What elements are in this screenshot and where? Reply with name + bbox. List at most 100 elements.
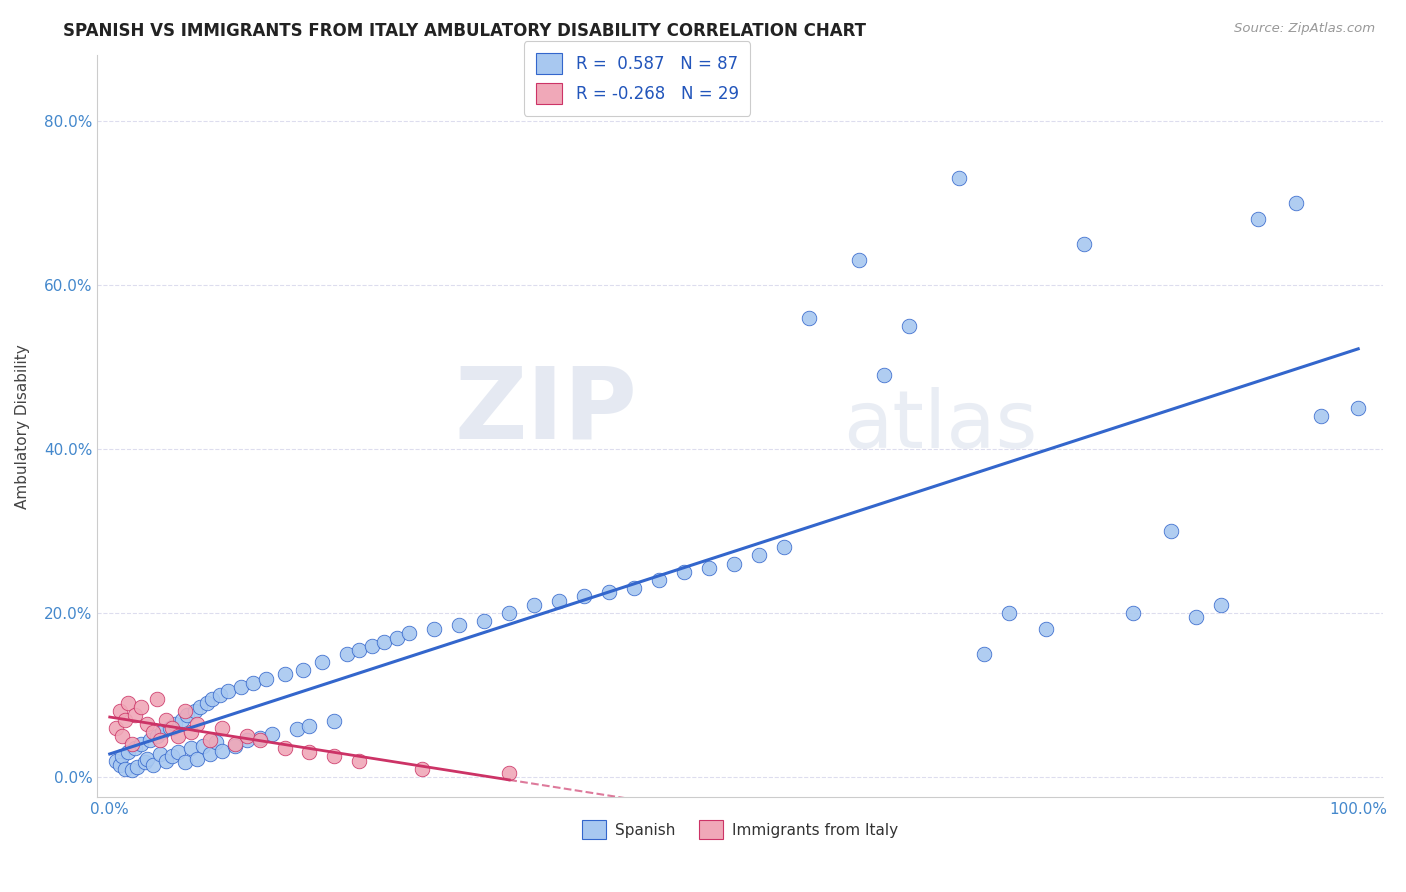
- Point: [180, 724, 202, 739]
- Point: [523, 598, 546, 612]
- Point: [598, 585, 620, 599]
- Point: [104, 721, 127, 735]
- Point: [1347, 401, 1369, 415]
- Point: [1073, 236, 1095, 251]
- Point: [129, 737, 152, 751]
- Point: [180, 741, 202, 756]
- Point: [111, 729, 134, 743]
- Point: [224, 737, 246, 751]
- Point: [198, 747, 221, 761]
- Point: [273, 741, 295, 756]
- Point: [136, 752, 159, 766]
- Point: [373, 634, 395, 648]
- Point: [648, 573, 671, 587]
- Point: [748, 549, 770, 563]
- Point: [155, 713, 177, 727]
- Point: [136, 716, 159, 731]
- Point: [548, 593, 571, 607]
- Point: [623, 582, 645, 596]
- Point: [398, 626, 420, 640]
- Point: [201, 692, 224, 706]
- Point: [349, 754, 371, 768]
- Point: [146, 729, 169, 743]
- Point: [723, 557, 745, 571]
- Point: [298, 719, 321, 733]
- Point: [138, 733, 160, 747]
- Point: [948, 171, 970, 186]
- Point: [1122, 606, 1144, 620]
- Point: [195, 696, 218, 710]
- Point: [134, 755, 156, 769]
- Point: [117, 696, 139, 710]
- Point: [449, 618, 471, 632]
- Legend: Spanish, Immigrants from Italy: Spanish, Immigrants from Italy: [576, 814, 904, 846]
- Point: [160, 721, 183, 735]
- Point: [124, 708, 146, 723]
- Point: [111, 749, 134, 764]
- Point: [323, 749, 346, 764]
- Point: [385, 631, 408, 645]
- Point: [163, 716, 186, 731]
- Point: [323, 714, 346, 728]
- Point: [897, 318, 920, 333]
- Point: [697, 561, 720, 575]
- Point: [472, 614, 495, 628]
- Y-axis label: Ambulatory Disability: Ambulatory Disability: [15, 344, 30, 508]
- Point: [104, 754, 127, 768]
- Point: [186, 716, 208, 731]
- Point: [142, 724, 165, 739]
- Point: [292, 663, 315, 677]
- Point: [411, 762, 433, 776]
- Point: [229, 680, 252, 694]
- Point: [498, 606, 520, 620]
- Point: [211, 721, 233, 735]
- Point: [114, 762, 136, 776]
- Point: [1160, 524, 1182, 538]
- Point: [797, 310, 820, 325]
- Point: [298, 745, 321, 759]
- Point: [121, 737, 143, 751]
- Point: [211, 744, 233, 758]
- Point: [1309, 409, 1331, 423]
- Point: [349, 642, 371, 657]
- Point: [311, 655, 333, 669]
- Point: [423, 622, 446, 636]
- Point: [108, 704, 131, 718]
- Point: [242, 675, 264, 690]
- Point: [176, 708, 198, 723]
- Point: [973, 647, 995, 661]
- Point: [572, 590, 595, 604]
- Point: [172, 713, 194, 727]
- Point: [997, 606, 1019, 620]
- Point: [260, 727, 283, 741]
- Point: [249, 733, 271, 747]
- Point: [183, 704, 205, 718]
- Point: [188, 700, 211, 714]
- Point: [155, 754, 177, 768]
- Point: [193, 739, 215, 753]
- Point: [127, 760, 149, 774]
- Point: [1247, 212, 1270, 227]
- Point: [773, 541, 796, 555]
- Point: [1035, 622, 1057, 636]
- Point: [249, 731, 271, 745]
- Point: [114, 713, 136, 727]
- Point: [173, 755, 195, 769]
- Text: SPANISH VS IMMIGRANTS FROM ITALY AMBULATORY DISABILITY CORRELATION CHART: SPANISH VS IMMIGRANTS FROM ITALY AMBULAT…: [63, 22, 866, 40]
- Point: [285, 723, 308, 737]
- Point: [159, 721, 181, 735]
- Text: ZIP: ZIP: [454, 363, 637, 460]
- Point: [117, 745, 139, 759]
- Point: [236, 733, 259, 747]
- Point: [173, 704, 195, 718]
- Point: [273, 667, 295, 681]
- Point: [108, 757, 131, 772]
- Point: [186, 752, 208, 766]
- Point: [121, 764, 143, 778]
- Point: [205, 735, 228, 749]
- Point: [336, 647, 359, 661]
- Point: [361, 639, 384, 653]
- Point: [498, 765, 520, 780]
- Point: [129, 700, 152, 714]
- Point: [167, 729, 190, 743]
